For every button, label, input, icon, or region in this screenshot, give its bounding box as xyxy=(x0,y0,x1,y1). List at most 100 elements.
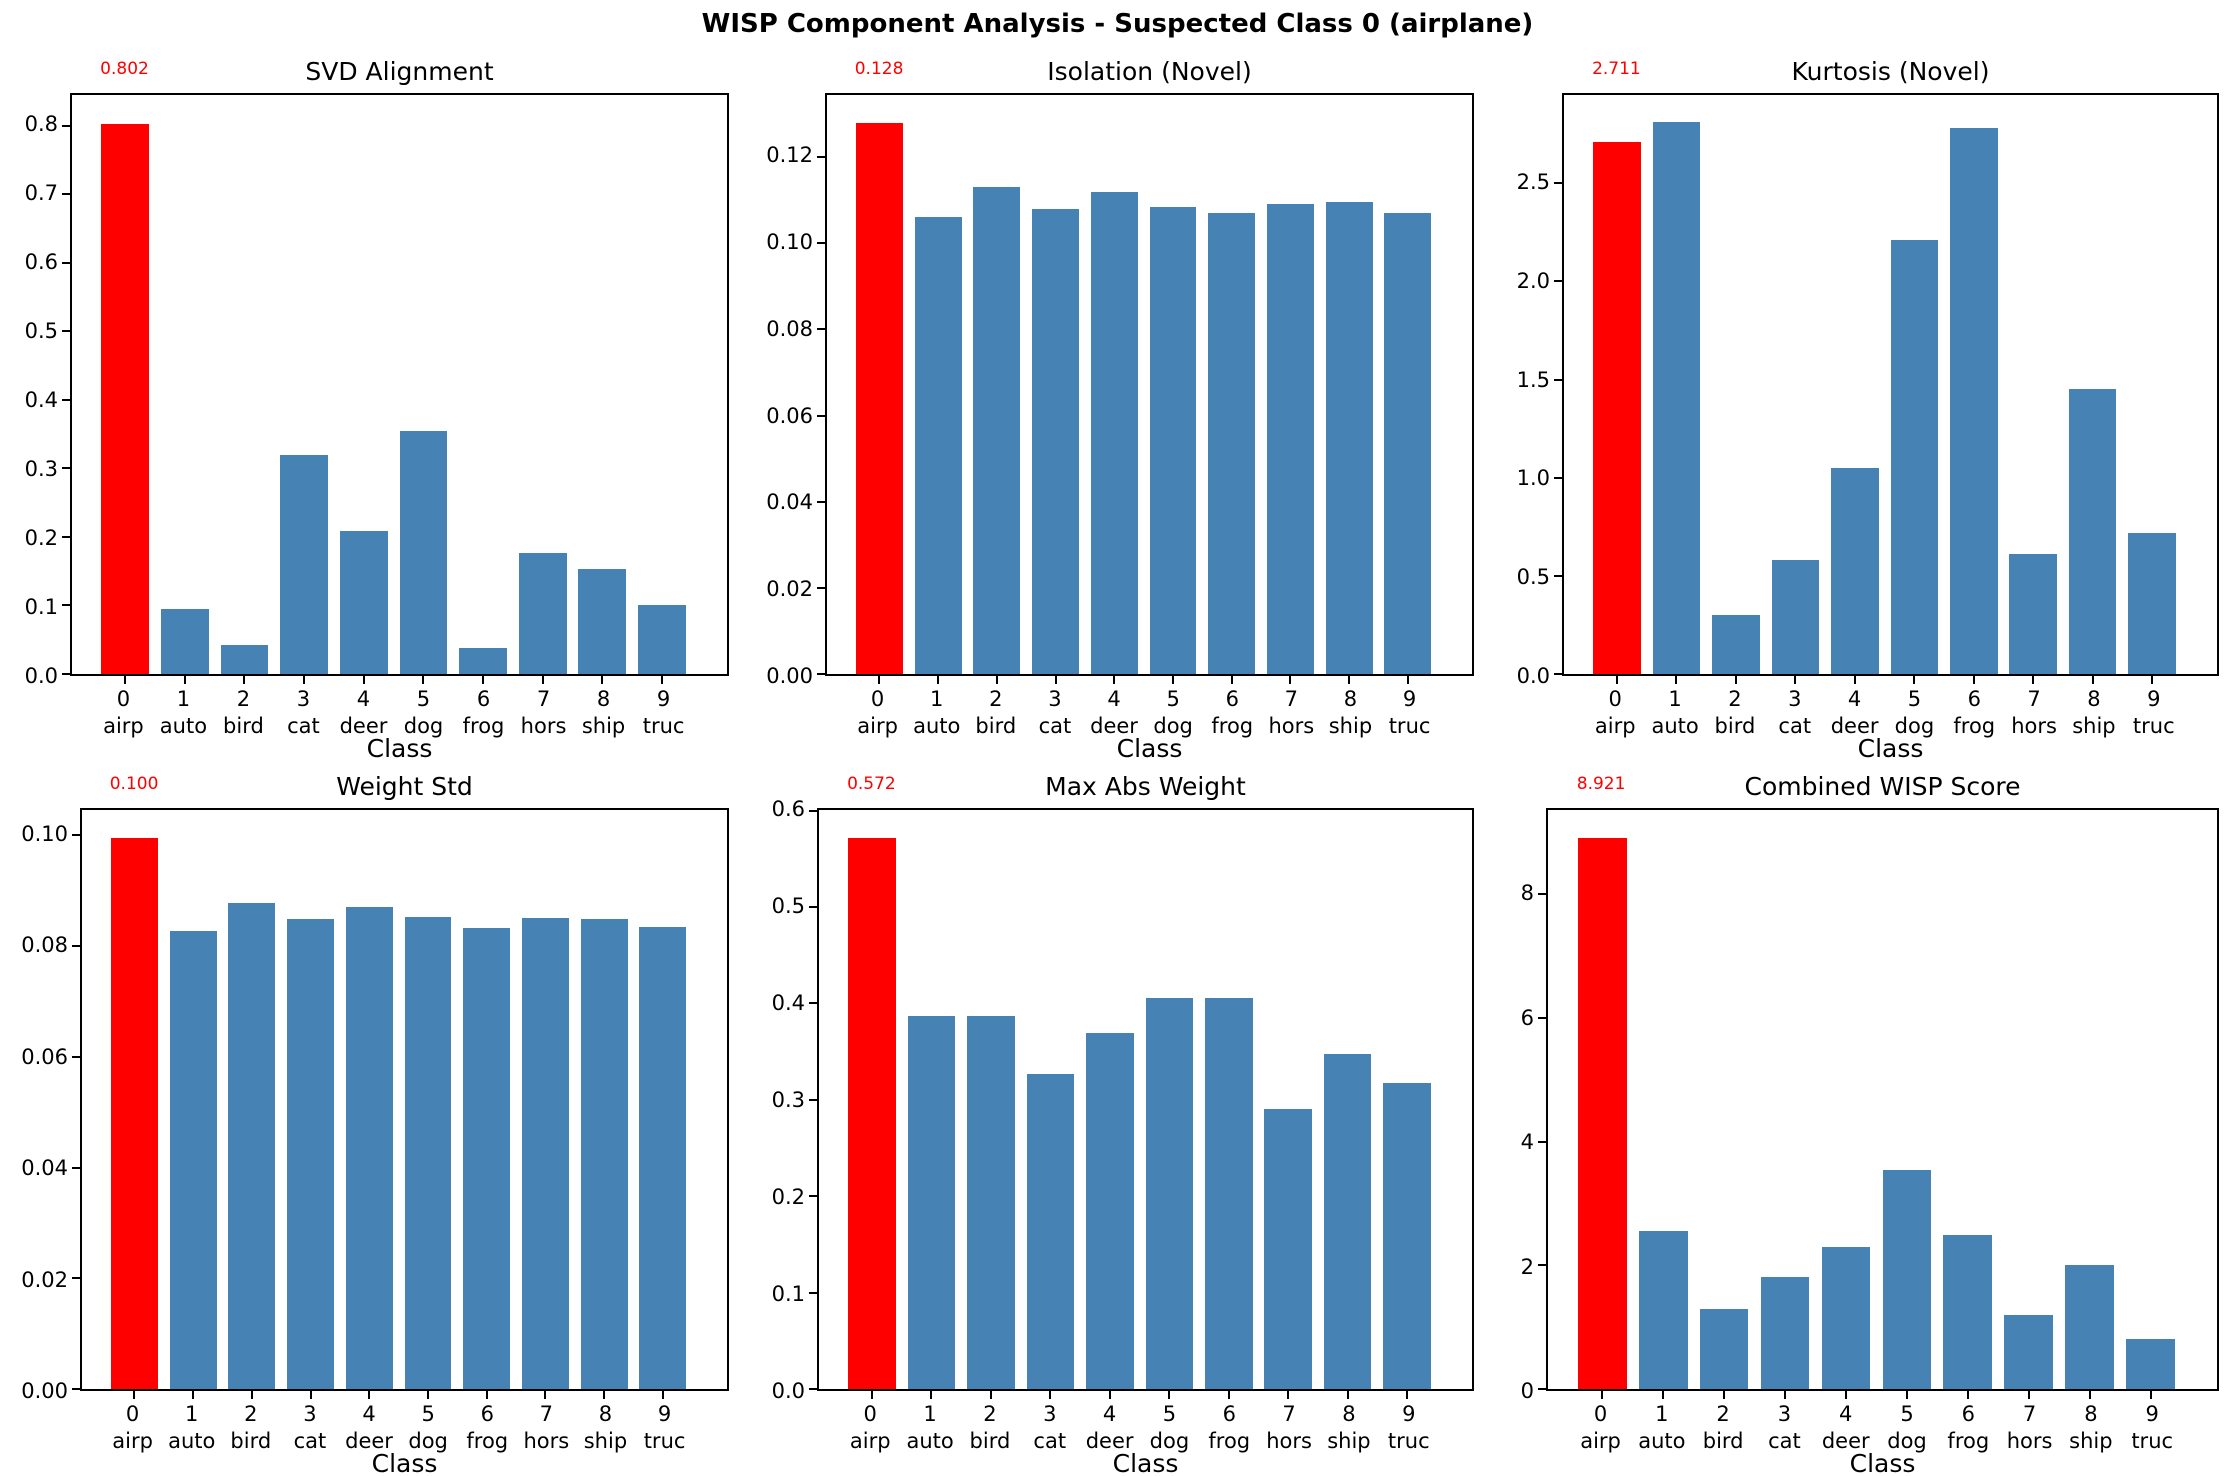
y-tick-label: 4 xyxy=(1520,1130,1534,1155)
chart-header: Isolation (Novel) xyxy=(825,45,1474,93)
y-tick-mark xyxy=(809,809,817,812)
y-tick-mark xyxy=(72,1388,80,1390)
x-tick-mark xyxy=(1662,1391,1665,1399)
x-tick-mark xyxy=(1905,1391,1908,1399)
bar xyxy=(1699,1308,1749,1389)
y-tick-mark xyxy=(809,1291,817,1294)
y-tick-label: 0.08 xyxy=(21,933,68,958)
y-tick-label: 0.3 xyxy=(771,1087,805,1112)
x-tick-label: 6 frog xyxy=(466,1402,509,1453)
x-tick-label: 4 deer xyxy=(1830,687,1879,738)
y-tick-mark xyxy=(817,500,825,503)
x-tick-label: 2 bird xyxy=(969,1402,1011,1453)
y-tick-mark xyxy=(62,193,70,196)
bar xyxy=(518,552,567,674)
x-tick-label: 8 ship xyxy=(1328,687,1373,738)
y-tick-mark xyxy=(62,673,70,675)
subplot-isolation: Isolation (Novel) 0.00 0.02 0.04 0.06 0.08 0.… xyxy=(745,45,1490,763)
x-tick-mark xyxy=(1049,1391,1052,1399)
y-tick-label: 0.0 xyxy=(1516,664,1550,688)
x-tick-label: 7 hors xyxy=(1268,687,1315,738)
y-tick-label: 0.06 xyxy=(21,1044,68,1069)
bar xyxy=(2128,532,2176,674)
y-tick-label: 0.7 xyxy=(24,181,58,206)
y-tick-mark xyxy=(1554,378,1562,381)
y-tick-label: 0.1 xyxy=(771,1281,805,1306)
bar xyxy=(1882,1170,1932,1389)
x-tick-label: 6 frog xyxy=(1208,1402,1251,1453)
x-tick-label: 2 bird xyxy=(1714,687,1756,738)
bar xyxy=(1943,1235,1993,1389)
x-tick-mark xyxy=(124,676,127,684)
x-tick-mark xyxy=(183,676,186,684)
x-tick-label: 1 auto xyxy=(168,1402,216,1453)
y-tick-label: 2.5 xyxy=(1516,169,1550,194)
x-tick-label: 9 truc xyxy=(1387,1402,1430,1453)
y-tick-mark xyxy=(72,1166,80,1169)
y-tick-label: 0.12 xyxy=(766,143,813,168)
y-tick-mark xyxy=(1554,280,1562,283)
x-tick-mark xyxy=(2027,1391,2030,1399)
bar xyxy=(521,917,569,1389)
x-tick-label: 3 cat xyxy=(1768,1402,1801,1453)
x-tick-label: 9 truc xyxy=(2131,1402,2174,1453)
y-tick-label: 1.0 xyxy=(1516,466,1550,491)
y-tick-mark xyxy=(1538,893,1546,896)
x-tick-mark xyxy=(1784,1391,1786,1399)
bar xyxy=(1821,1246,1871,1389)
bar xyxy=(1771,560,1820,674)
y-tick-mark xyxy=(62,330,70,333)
peak-annotation: 0.128 xyxy=(854,59,904,79)
bar xyxy=(287,919,334,1389)
bar xyxy=(1760,1277,1810,1389)
x-tick-label: 3 cat xyxy=(1778,687,1812,738)
y-tick-label: 0.02 xyxy=(21,1267,68,1292)
x-axis: 0 airp 1 auto 2 bird 3 cat 4 deer 5 dog 6 frog… xyxy=(80,1391,729,1453)
x-tick-label: 9 truc xyxy=(1388,687,1431,738)
y-tick-mark xyxy=(72,1277,80,1280)
x-axis: 0 airp 1 auto 2 bird 3 cat 4 deer 5 dog 6 frog… xyxy=(1562,676,2219,738)
subplot-title: Kurtosis (Novel) xyxy=(1791,57,1990,86)
x-tick-mark xyxy=(250,1391,253,1399)
peak-annotation: 8.921 xyxy=(1576,774,1626,794)
x-tick-mark xyxy=(1615,676,1618,684)
y-tick-label: 2.0 xyxy=(1516,268,1550,293)
x-tick-label: 3 cat xyxy=(293,1402,327,1453)
subplot-grid: SVD Alignment 0.0 0.1 0.2 0.3 0.4 0.5 0.6 0.7 0.… xyxy=(0,45,2235,1476)
y-tick-mark xyxy=(1554,476,1562,479)
x-axis-label: Class xyxy=(1116,734,1183,763)
x-tick-mark xyxy=(1346,1391,1349,1399)
x-tick-label: 5 dog xyxy=(403,687,444,738)
x-axis: 0 airp 1 auto 2 bird 3 cat 4 deer 5 dog 6 frog… xyxy=(1546,1391,2219,1453)
x-tick-mark xyxy=(1723,1391,1726,1399)
y-tick-mark xyxy=(1554,574,1562,577)
y-tick-label: 0.00 xyxy=(766,664,813,688)
chart-body: 0.00 0.02 0.04 0.06 0.08 0.10 0.100 xyxy=(0,774,745,1403)
plot-area: 0.100 xyxy=(72,774,729,1399)
y-tick-label: 0.2 xyxy=(24,526,58,550)
y-tick-label: 8 xyxy=(1520,881,1534,906)
x-tick-mark xyxy=(243,676,246,684)
x-tick-mark xyxy=(368,1391,371,1399)
x-tick-mark xyxy=(1287,1391,1290,1399)
x-tick-mark xyxy=(1972,676,1975,684)
x-tick-label: 1 auto xyxy=(1638,1402,1686,1453)
x-tick-mark xyxy=(133,1391,136,1399)
y-tick-label: 0.6 xyxy=(24,250,58,275)
bar xyxy=(1145,997,1194,1389)
subplot-kurtosis: Kurtosis (Novel) 0.0 0.5 1.0 1.5 2.0 2.5 2.71… xyxy=(1490,45,2235,763)
x-axis: 0 airp 1 auto 2 bird 3 cat 4 deer 5 dog 6 frog… xyxy=(825,676,1474,738)
bar xyxy=(1949,128,1998,674)
x-tick-label: 9 truc xyxy=(643,1402,686,1453)
x-tick-mark xyxy=(1844,1391,1847,1399)
x-tick-label: 6 frog xyxy=(1947,1402,1990,1453)
x-tick-label: 2 bird xyxy=(1702,1402,1744,1453)
x-tick-label: 5 dog xyxy=(1887,1402,1927,1453)
bar xyxy=(580,919,628,1389)
x-tick-mark xyxy=(362,676,365,684)
x-axis-label: Class xyxy=(371,1449,438,1476)
bar xyxy=(463,927,511,1389)
x-tick-mark xyxy=(1601,1391,1604,1399)
bar xyxy=(2068,389,2117,674)
